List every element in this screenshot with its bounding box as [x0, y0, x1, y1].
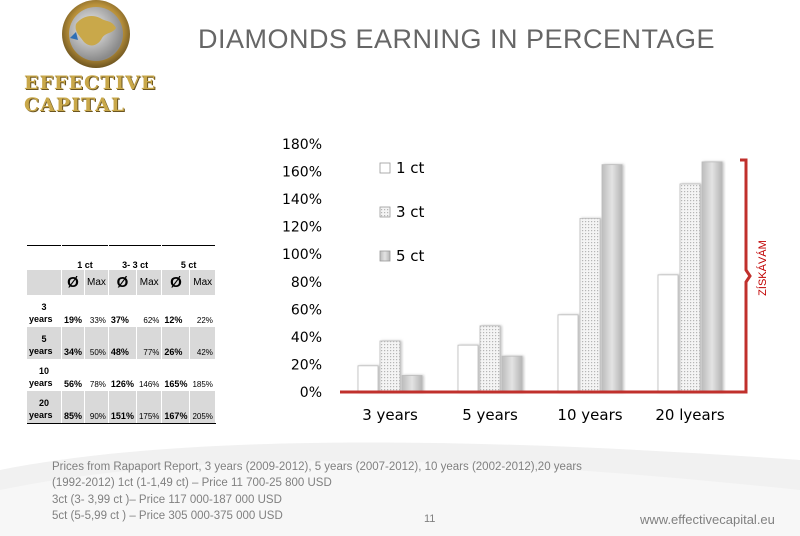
- avg-symbol: Ø: [61, 270, 86, 295]
- avg-value: 85%: [61, 391, 86, 424]
- max-value: 185%: [189, 359, 216, 391]
- max-value: 77%: [136, 327, 163, 359]
- y-tick-label: 140%: [282, 192, 322, 208]
- max-value: 205%: [189, 391, 216, 424]
- avg-value: 37%: [108, 295, 137, 327]
- avg-value: 12%: [161, 295, 191, 327]
- max-label: Max: [189, 270, 216, 295]
- table-row: 10 years 56% 78% 126% 146% 165% 185%: [27, 359, 216, 391]
- max-label: Max: [84, 270, 109, 295]
- y-tick-label: 180%: [282, 137, 322, 153]
- year-number: 20: [38, 398, 49, 408]
- year-word: years: [29, 378, 53, 388]
- table-row: 5 years 34% 50% 48% 77% 26% 42%: [27, 327, 216, 359]
- table-header-row: 1 ct 3- 3 ct 5 ct: [27, 245, 216, 270]
- company-logo: EFFECTIVE CAPITAL: [10, 0, 180, 116]
- y-tick-label: 120%: [282, 220, 322, 236]
- bar-5-ct: [701, 161, 723, 393]
- max-value: 42%: [189, 327, 216, 359]
- footnotes: Prices from Rapaport Report, 3 years (20…: [52, 459, 582, 524]
- max-value: 90%: [84, 391, 109, 424]
- max-value: 175%: [136, 391, 163, 424]
- max-value: 22%: [189, 295, 216, 327]
- avg-value: 19%: [61, 295, 86, 327]
- avg-value: 56%: [61, 359, 86, 391]
- avg-value: 165%: [161, 359, 191, 391]
- avg-value: 167%: [161, 391, 191, 424]
- avg-symbol: Ø: [108, 270, 137, 295]
- row-year: 3 years: [27, 295, 62, 327]
- year-word: years: [29, 346, 53, 356]
- page-number: 11: [424, 513, 436, 525]
- max-value: 62%: [136, 295, 163, 327]
- bar-3-ct: [679, 183, 701, 393]
- legend-swatch: [379, 162, 391, 174]
- website-url[interactable]: www.effectivecapital.eu: [640, 512, 775, 527]
- table-row: 3 years 19% 33% 37% 62% 12% 22%: [27, 295, 216, 327]
- y-tick-label: 100%: [282, 247, 322, 263]
- bar-1-ct: [357, 365, 379, 393]
- year-number: 3: [41, 302, 47, 312]
- y-tick-label: 40%: [291, 330, 322, 346]
- x-category-label: 10 years: [557, 406, 622, 424]
- max-value: 78%: [84, 359, 109, 391]
- y-tick-label: 60%: [291, 302, 322, 318]
- header-3ct: 3- 3 ct: [108, 245, 163, 270]
- bracket-line: [740, 158, 752, 394]
- bar-5-ct: [401, 375, 423, 393]
- bar-3-ct: [379, 340, 401, 393]
- y-tick-label: 0%: [300, 385, 322, 401]
- header-1ct: 1 ct: [61, 245, 109, 270]
- avg-value: 151%: [108, 391, 137, 424]
- legend-label: 1 ct: [396, 159, 425, 177]
- avg-value: 48%: [108, 327, 137, 359]
- max-label: Max: [136, 270, 163, 295]
- header-5ct: 5 ct: [161, 245, 216, 270]
- bar-1-ct: [457, 344, 479, 393]
- max-value: 33%: [84, 295, 109, 327]
- x-category-label: 5 years: [462, 406, 518, 424]
- page-title: DIAMONDS EARNING IN PERCENTAGE: [198, 24, 716, 54]
- legend-label: 5 ct: [396, 247, 425, 265]
- bar-3-ct: [479, 325, 501, 393]
- avg-symbol: Ø: [161, 270, 191, 295]
- table-subheader-row: Ø Max Ø Max Ø Max: [27, 270, 216, 295]
- x-category-label: 3 years: [362, 406, 418, 424]
- logo-text: EFFECTIVE CAPITAL: [24, 72, 157, 116]
- year-word: years: [29, 314, 53, 324]
- row-year: 5 years: [27, 327, 62, 359]
- max-value: 146%: [136, 359, 163, 391]
- row-year: 10 years: [27, 359, 62, 391]
- y-tick-label: 160%: [282, 165, 322, 181]
- y-tick-label: 80%: [291, 275, 322, 291]
- avg-value: 126%: [108, 359, 137, 391]
- y-tick-label: 20%: [291, 357, 322, 373]
- year-word: years: [29, 410, 53, 420]
- legend-swatch: [379, 206, 391, 218]
- legend-label: 3 ct: [396, 203, 425, 221]
- x-category-label: 20 lyears: [655, 406, 724, 424]
- bar-5-ct: [501, 355, 523, 393]
- bar-1-ct: [657, 274, 679, 393]
- bar-1-ct: [557, 314, 579, 393]
- year-number: 5: [41, 334, 47, 344]
- bar-5-ct: [601, 164, 623, 393]
- earnings-bar-chart: 0% 20% 40% 60% 80% 100% 120% 140% 160% 180% 3 year…: [282, 137, 769, 424]
- year-number: 10: [38, 366, 49, 376]
- legend-swatch: [379, 250, 391, 262]
- footnote-line: 3ct (3- 3,99 ct )– Price 117 000-187 000…: [52, 493, 282, 506]
- footnote-line: 5ct (5-5,99 ct ) – Price 305 000-375 000…: [52, 509, 283, 522]
- bracket-label: ZÍSKÁVÁM: [756, 240, 769, 296]
- row-year: 20 years: [27, 391, 62, 424]
- earnings-table: 1 ct 3- 3 ct 5 ct Ø Max Ø Max Ø Max 3 yea…: [27, 245, 216, 424]
- max-value: 50%: [84, 327, 109, 359]
- table-row: 20 years 85% 90% 151% 175% 167% 205%: [27, 391, 216, 424]
- footnote-line: Prices from Rapaport Report, 3 years (20…: [52, 461, 582, 473]
- avg-value: 34%: [61, 327, 86, 359]
- avg-value: 26%: [161, 327, 191, 359]
- background-swoosh: [0, 442, 800, 536]
- footnote-line: (1992-2012) 1ct (1-1,49 ct) – Price 11 7…: [52, 477, 332, 490]
- bar-3-ct: [579, 218, 601, 393]
